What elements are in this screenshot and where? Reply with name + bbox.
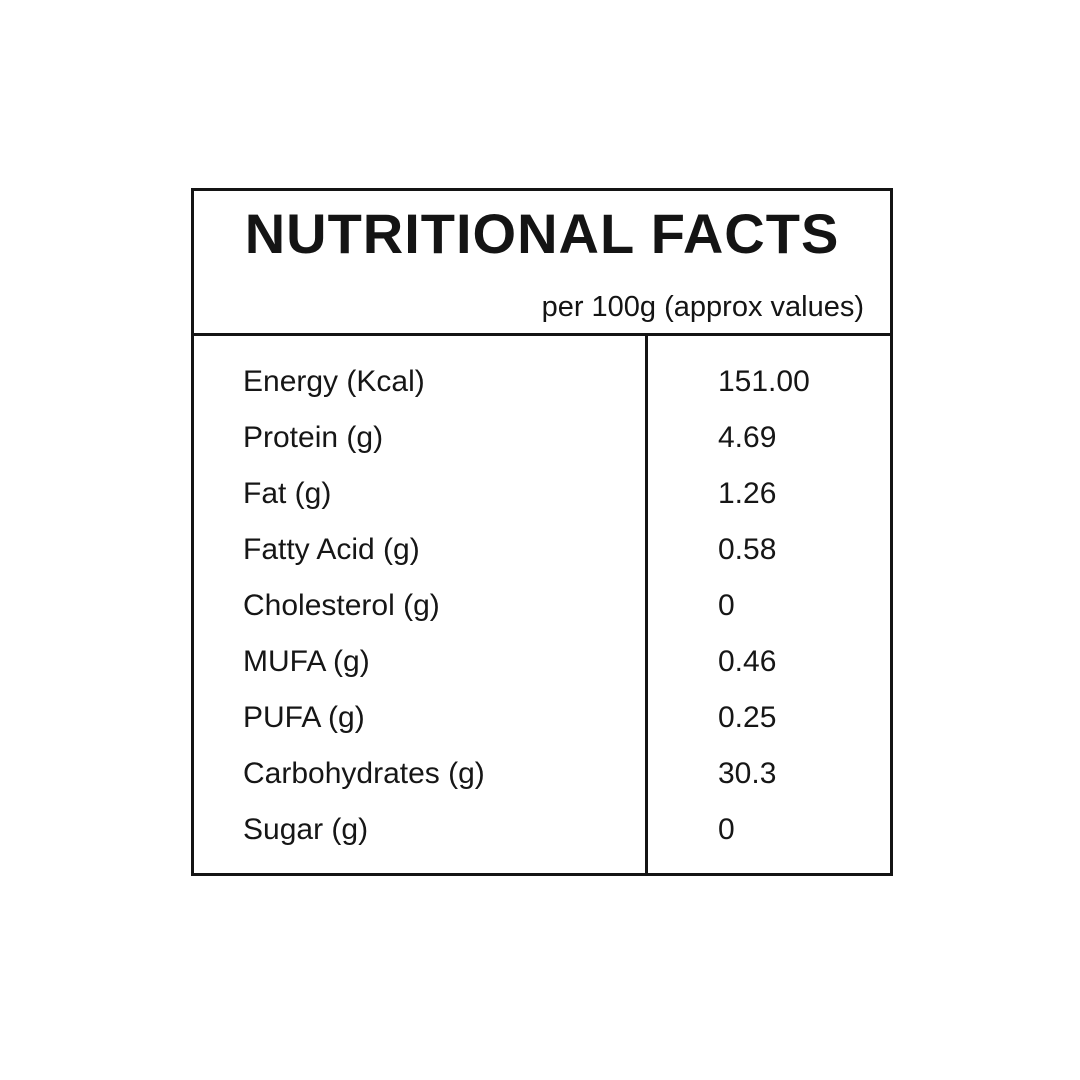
panel-header: NUTRITIONAL FACTS per 100g (approx value… (194, 191, 890, 336)
nutrient-value: 0 (718, 589, 735, 622)
nutrient-label: Energy (Kcal) (243, 365, 425, 398)
table-rows: Energy (Kcal) 151.00 Protein (g) 4.69 Fa… (194, 354, 890, 858)
nutrient-value: 30.3 (718, 757, 777, 790)
nutrient-value: 0.25 (718, 701, 777, 734)
table-row: Carbohydrates (g) 30.3 (194, 746, 890, 802)
nutrient-label: MUFA (g) (243, 645, 370, 678)
table-row: Cholesterol (g) 0 (194, 578, 890, 634)
nutrient-label: Fatty Acid (g) (243, 533, 420, 566)
nutrient-value: 0.58 (718, 533, 777, 566)
column-divider (645, 336, 648, 873)
nutrient-value: 151.00 (718, 365, 810, 398)
nutrient-label: Protein (g) (243, 421, 384, 454)
nutrient-label: PUFA (g) (243, 701, 365, 734)
table-row: Energy (Kcal) 151.00 (194, 354, 890, 410)
nutrient-value: 4.69 (718, 421, 777, 454)
nutrition-facts-panel: NUTRITIONAL FACTS per 100g (approx value… (191, 188, 893, 876)
nutrient-value: 0 (718, 813, 735, 846)
table-row: MUFA (g) 0.46 (194, 634, 890, 690)
table-row: PUFA (g) 0.25 (194, 690, 890, 746)
nutrient-label: Fat (g) (243, 477, 332, 510)
nutrition-table-body: Energy (Kcal) 151.00 Protein (g) 4.69 Fa… (194, 336, 890, 873)
serving-size-note: per 100g (approx values) (541, 291, 864, 323)
nutrient-label: Carbohydrates (g) (243, 757, 485, 790)
page-title: NUTRITIONAL FACTS (244, 202, 840, 265)
nutrient-label: Cholesterol (g) (243, 589, 440, 622)
table-row: Protein (g) 4.69 (194, 410, 890, 466)
table-row: Fat (g) 1.26 (194, 466, 890, 522)
nutrient-value: 1.26 (718, 477, 777, 510)
table-row: Fatty Acid (g) 0.58 (194, 522, 890, 578)
nutrient-value: 0.46 (718, 645, 777, 678)
table-row: Sugar (g) 0 (194, 802, 890, 858)
nutrient-label: Sugar (g) (243, 813, 369, 846)
